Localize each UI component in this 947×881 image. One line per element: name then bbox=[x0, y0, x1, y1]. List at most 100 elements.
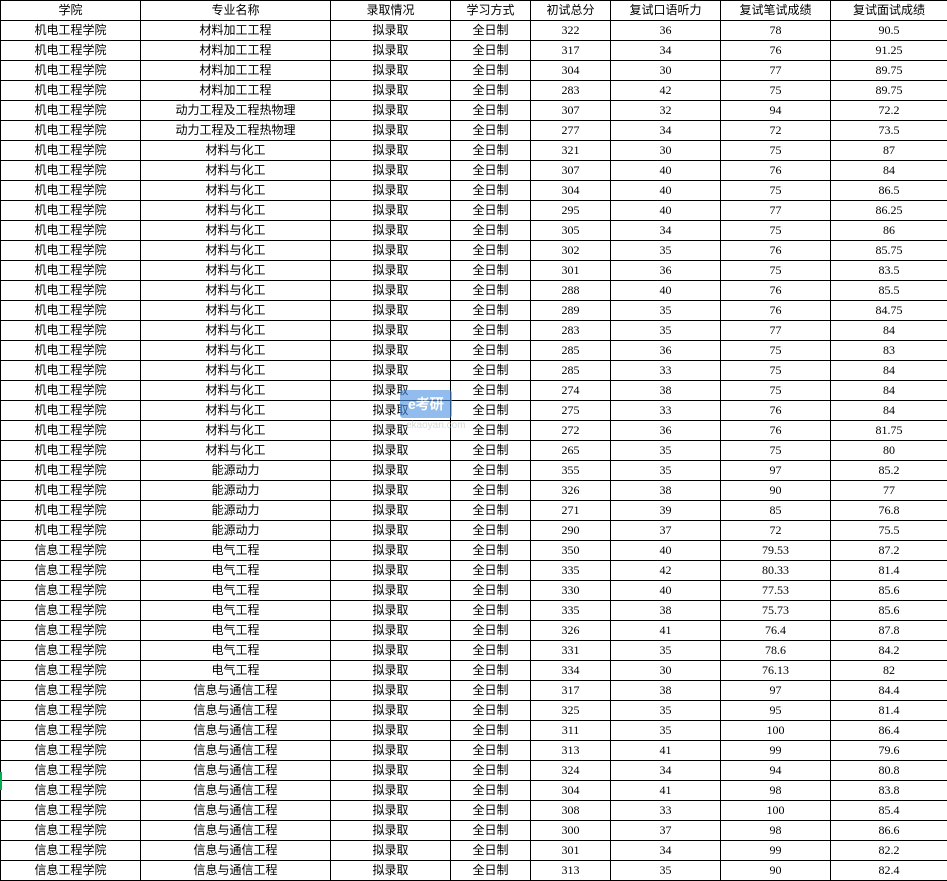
column-header: 复试口语听力 bbox=[611, 1, 721, 21]
table-cell: 313 bbox=[531, 861, 611, 881]
table-row: 机电工程学院材料与化工拟录取全日制307407684 bbox=[1, 161, 947, 181]
table-cell: 40 bbox=[611, 161, 721, 181]
table-cell: 301 bbox=[531, 841, 611, 861]
table-cell: 材料与化工 bbox=[141, 241, 331, 261]
table-row: 机电工程学院材料与化工拟录取全日制295407786.25 bbox=[1, 201, 947, 221]
table-cell: 全日制 bbox=[451, 221, 531, 241]
table-cell: 拟录取 bbox=[331, 141, 451, 161]
table-cell: 302 bbox=[531, 241, 611, 261]
table-cell: 全日制 bbox=[451, 61, 531, 81]
table-row: 机电工程学院材料与化工拟录取全日制283357784 bbox=[1, 321, 947, 341]
selection-marker bbox=[0, 772, 6, 790]
table-cell: 信息工程学院 bbox=[1, 541, 141, 561]
table-cell: 全日制 bbox=[451, 121, 531, 141]
table-cell: 84 bbox=[831, 381, 947, 401]
table-cell: 信息与通信工程 bbox=[141, 681, 331, 701]
table-row: 信息工程学院信息与通信工程拟录取全日制3113510086.4 bbox=[1, 721, 947, 741]
table-cell: 85.75 bbox=[831, 241, 947, 261]
table-cell: 40 bbox=[611, 201, 721, 221]
table-cell: 289 bbox=[531, 301, 611, 321]
table-row: 信息工程学院信息与通信工程拟录取全日制325359581.4 bbox=[1, 701, 947, 721]
table-cell: 拟录取 bbox=[331, 821, 451, 841]
table-cell: 91.25 bbox=[831, 41, 947, 61]
table-cell: 76.8 bbox=[831, 501, 947, 521]
table-cell: 89.75 bbox=[831, 81, 947, 101]
table-cell: 304 bbox=[531, 781, 611, 801]
table-cell: 35 bbox=[611, 641, 721, 661]
table-row: 机电工程学院材料加工工程拟录取全日制304307789.75 bbox=[1, 61, 947, 81]
table-cell: 77 bbox=[721, 201, 831, 221]
table-cell: 机电工程学院 bbox=[1, 481, 141, 501]
table-cell: 信息工程学院 bbox=[1, 601, 141, 621]
table-row: 机电工程学院动力工程及工程热物理拟录取全日制307329472.2 bbox=[1, 101, 947, 121]
table-cell: 274 bbox=[531, 381, 611, 401]
table-cell: 信息与通信工程 bbox=[141, 721, 331, 741]
table-cell: 全日制 bbox=[451, 841, 531, 861]
table-cell: 33 bbox=[611, 401, 721, 421]
table-cell: 拟录取 bbox=[331, 861, 451, 881]
table-cell: 75.73 bbox=[721, 601, 831, 621]
table-cell: 75 bbox=[721, 441, 831, 461]
table-cell: 82.2 bbox=[831, 841, 947, 861]
table-cell: 76 bbox=[721, 241, 831, 261]
table-cell: 355 bbox=[531, 461, 611, 481]
table-cell: 81.4 bbox=[831, 701, 947, 721]
column-header: 学院 bbox=[1, 1, 141, 21]
table-cell: 机电工程学院 bbox=[1, 101, 141, 121]
table-cell: 41 bbox=[611, 621, 721, 641]
table-cell: 全日制 bbox=[451, 201, 531, 221]
table-cell: 拟录取 bbox=[331, 461, 451, 481]
table-cell: 97 bbox=[721, 681, 831, 701]
table-row: 信息工程学院电气工程拟录取全日制3504079.5387.2 bbox=[1, 541, 947, 561]
table-cell: 313 bbox=[531, 741, 611, 761]
table-row: 机电工程学院材料加工工程拟录取全日制317347691.25 bbox=[1, 41, 947, 61]
table-body: 机电工程学院材料加工工程拟录取全日制322367890.5机电工程学院材料加工工… bbox=[1, 21, 947, 881]
table-cell: 77 bbox=[831, 481, 947, 501]
table-cell: 信息工程学院 bbox=[1, 641, 141, 661]
table-cell: 98 bbox=[721, 781, 831, 801]
table-cell: 84.4 bbox=[831, 681, 947, 701]
table-cell: 机电工程学院 bbox=[1, 181, 141, 201]
table-cell: 材料与化工 bbox=[141, 421, 331, 441]
table-cell: 拟录取 bbox=[331, 161, 451, 181]
table-cell: 材料加工工程 bbox=[141, 81, 331, 101]
table-cell: 拟录取 bbox=[331, 441, 451, 461]
table-cell: 38 bbox=[611, 681, 721, 701]
table-cell: 36 bbox=[611, 341, 721, 361]
table-cell: 全日制 bbox=[451, 541, 531, 561]
table-cell: 机电工程学院 bbox=[1, 321, 141, 341]
table-cell: 304 bbox=[531, 181, 611, 201]
table-cell: 信息工程学院 bbox=[1, 761, 141, 781]
table-row: 信息工程学院信息与通信工程拟录取全日制313359082.4 bbox=[1, 861, 947, 881]
table-cell: 271 bbox=[531, 501, 611, 521]
table-cell: 72 bbox=[721, 121, 831, 141]
table-row: 信息工程学院信息与通信工程拟录取全日制313419979.6 bbox=[1, 741, 947, 761]
table-cell: 全日制 bbox=[451, 21, 531, 41]
table-cell: 89.75 bbox=[831, 61, 947, 81]
table-cell: 全日制 bbox=[451, 481, 531, 501]
table-row: 机电工程学院能源动力拟录取全日制271398576.8 bbox=[1, 501, 947, 521]
table-cell: 全日制 bbox=[451, 361, 531, 381]
table-cell: 75 bbox=[721, 181, 831, 201]
table-cell: 材料与化工 bbox=[141, 381, 331, 401]
table-cell: 拟录取 bbox=[331, 581, 451, 601]
table-cell: 电气工程 bbox=[141, 561, 331, 581]
table-cell: 85.4 bbox=[831, 801, 947, 821]
table-cell: 拟录取 bbox=[331, 621, 451, 641]
table-cell: 机电工程学院 bbox=[1, 161, 141, 181]
table-cell: 73.5 bbox=[831, 121, 947, 141]
table-cell: 全日制 bbox=[451, 261, 531, 281]
table-cell: 拟录取 bbox=[331, 61, 451, 81]
table-cell: 拟录取 bbox=[331, 341, 451, 361]
table-cell: 265 bbox=[531, 441, 611, 461]
table-cell: 全日制 bbox=[451, 861, 531, 881]
table-cell: 拟录取 bbox=[331, 221, 451, 241]
table-cell: 335 bbox=[531, 601, 611, 621]
table-cell: 动力工程及工程热物理 bbox=[141, 101, 331, 121]
table-row: 机电工程学院材料与化工拟录取全日制321307587 bbox=[1, 141, 947, 161]
table-cell: 326 bbox=[531, 621, 611, 641]
table-row: 机电工程学院材料与化工拟录取全日制265357580 bbox=[1, 441, 947, 461]
table-cell: 全日制 bbox=[451, 681, 531, 701]
table-cell: 85 bbox=[721, 501, 831, 521]
table-cell: 全日制 bbox=[451, 521, 531, 541]
